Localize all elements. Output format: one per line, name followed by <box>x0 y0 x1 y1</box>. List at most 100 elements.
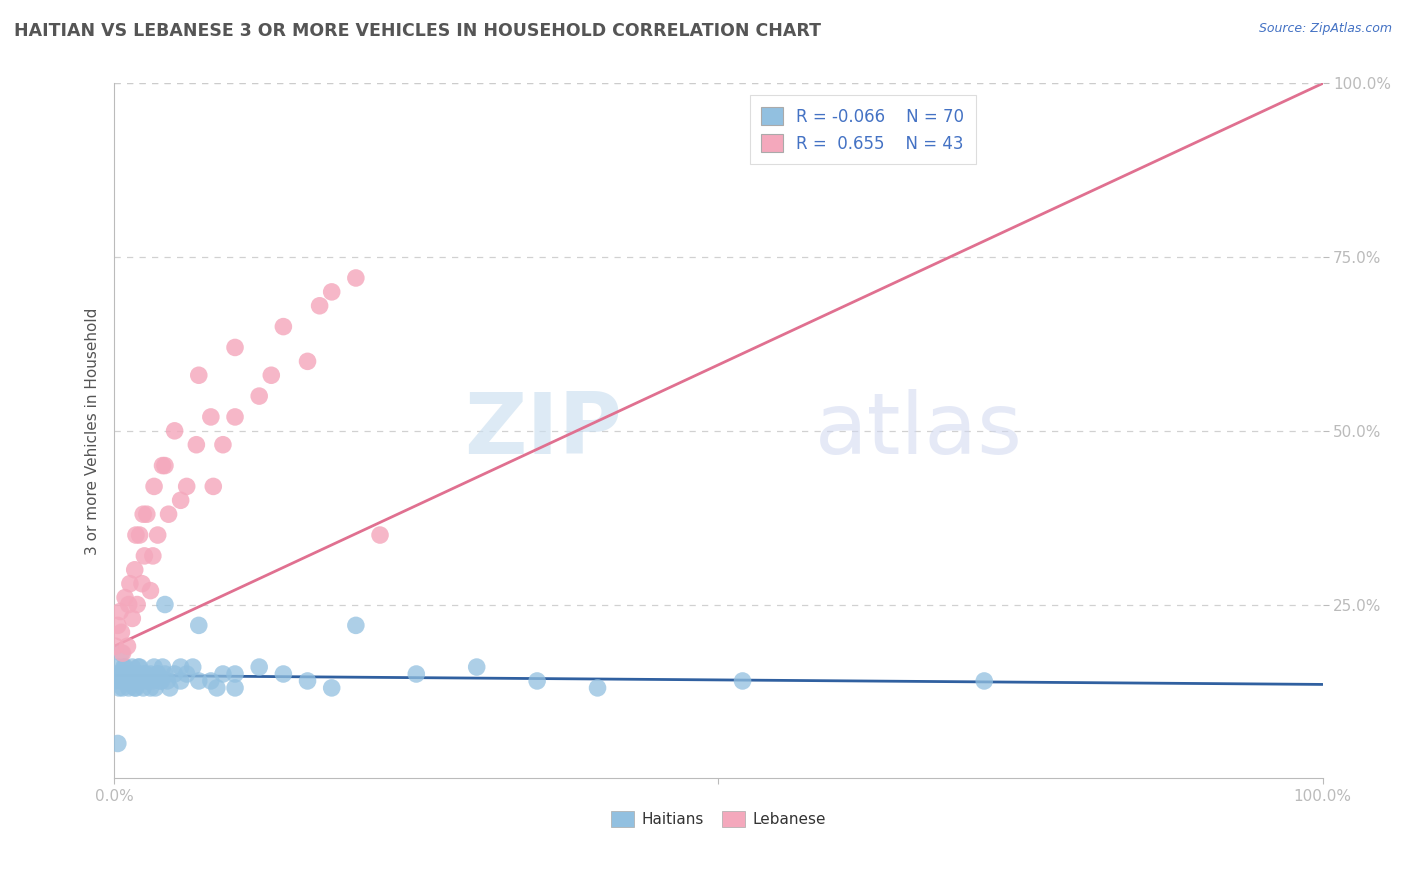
Point <box>117 673 139 688</box>
Point <box>163 667 186 681</box>
Point <box>202 479 225 493</box>
Point <box>150 673 173 688</box>
Point <box>127 660 149 674</box>
Point <box>129 673 152 688</box>
Point <box>135 507 157 521</box>
Point <box>124 681 146 695</box>
Point <box>111 681 134 695</box>
Point <box>247 389 270 403</box>
Point <box>104 673 127 688</box>
Point <box>187 368 209 383</box>
Point <box>107 737 129 751</box>
Point <box>135 667 157 681</box>
Point <box>139 681 162 695</box>
Point <box>169 673 191 688</box>
Point <box>731 673 754 688</box>
Point <box>153 598 176 612</box>
Point <box>143 660 166 674</box>
Point <box>132 681 155 695</box>
Point <box>146 528 169 542</box>
Point <box>110 646 132 660</box>
Point <box>107 618 129 632</box>
Text: ZIP: ZIP <box>464 389 621 473</box>
Point <box>122 667 145 681</box>
Point <box>973 673 995 688</box>
Point <box>149 673 172 688</box>
Point <box>224 667 246 681</box>
Point <box>297 354 319 368</box>
Point <box>125 528 148 542</box>
Point <box>181 660 204 674</box>
Point <box>224 409 246 424</box>
Point <box>105 667 128 681</box>
Point <box>107 660 129 674</box>
Point <box>134 549 156 563</box>
Point <box>135 673 157 688</box>
Point <box>344 618 367 632</box>
Point <box>586 681 609 695</box>
Point <box>297 673 319 688</box>
Point <box>321 681 343 695</box>
Point <box>169 493 191 508</box>
Point <box>247 660 270 674</box>
Point <box>120 673 142 688</box>
Text: HAITIAN VS LEBANESE 3 OR MORE VEHICLES IN HOUSEHOLD CORRELATION CHART: HAITIAN VS LEBANESE 3 OR MORE VEHICLES I… <box>14 22 821 40</box>
Point <box>136 673 159 688</box>
Point <box>121 673 143 688</box>
Point <box>104 639 127 653</box>
Point <box>127 667 149 681</box>
Point <box>344 271 367 285</box>
Point <box>176 479 198 493</box>
Point <box>125 681 148 695</box>
Legend: Haitians, Lebanese: Haitians, Lebanese <box>605 805 832 833</box>
Point <box>139 583 162 598</box>
Point <box>142 549 165 563</box>
Point <box>308 299 330 313</box>
Point <box>110 605 132 619</box>
Point <box>118 667 141 681</box>
Point <box>273 667 295 681</box>
Point <box>152 660 174 674</box>
Point <box>212 667 235 681</box>
Text: atlas: atlas <box>815 389 1024 473</box>
Point <box>121 611 143 625</box>
Point <box>118 667 141 681</box>
Point <box>121 660 143 674</box>
Point <box>139 667 162 681</box>
Point <box>112 660 135 674</box>
Point <box>465 660 488 674</box>
Point <box>118 598 141 612</box>
Point <box>159 681 181 695</box>
Point <box>132 667 155 681</box>
Point <box>156 673 179 688</box>
Point <box>368 528 391 542</box>
Point <box>187 618 209 632</box>
Point <box>163 424 186 438</box>
Point <box>132 507 155 521</box>
Point <box>128 528 150 542</box>
Point <box>143 681 166 695</box>
Point <box>200 409 222 424</box>
Point <box>118 681 141 695</box>
Point <box>186 438 208 452</box>
Point <box>212 438 235 452</box>
Point <box>114 660 136 674</box>
Point <box>205 681 228 695</box>
Point <box>110 673 132 688</box>
Point <box>526 673 548 688</box>
Point <box>117 639 139 653</box>
Point <box>157 507 180 521</box>
Point <box>115 667 138 681</box>
Point <box>273 319 295 334</box>
Point <box>131 576 153 591</box>
Y-axis label: 3 or more Vehicles in Household: 3 or more Vehicles in Household <box>86 307 100 555</box>
Point <box>153 458 176 473</box>
Point <box>321 285 343 299</box>
Point <box>187 673 209 688</box>
Point <box>153 667 176 681</box>
Point <box>152 458 174 473</box>
Point <box>224 681 246 695</box>
Point <box>146 667 169 681</box>
Point <box>124 563 146 577</box>
Point <box>146 667 169 681</box>
